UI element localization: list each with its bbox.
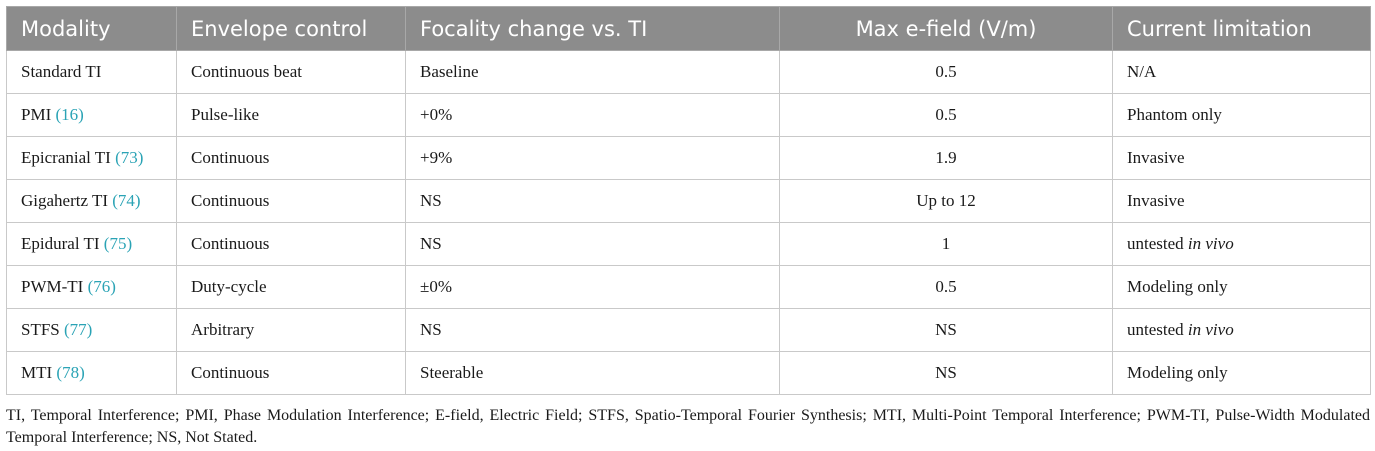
header-focality-change: Focality change vs. TI [405,6,780,51]
cell-current-limitation: untested in vivo [1112,308,1371,352]
table-row: Epicranial TI (73) Continuous +9% 1.9 Invasi… [6,136,1371,180]
limitation-text: Modeling only [1127,277,1228,296]
cell-focality-change: +0% [405,93,780,137]
table-row: MTI (78) Continuous Steerable NS Modeling on… [6,351,1371,395]
cell-envelope-control: Continuous [176,179,406,223]
cell-current-limitation: Modeling only [1112,265,1371,309]
table-footnote: TI, Temporal Interference; PMI, Phase Mo… [6,407,1370,446]
cell-envelope-control: Continuous [176,222,406,266]
table-row: Standard TI Continuous beat Baseline 0.5 N/A [6,50,1371,94]
modality-name: PMI [21,105,52,124]
header-modality: Modality [6,6,177,51]
cell-envelope-control: Continuous [176,136,406,180]
modality-name: STFS [21,320,60,339]
cell-modality: Gigahertz TI (74) [6,179,177,223]
limitation-text: Phantom only [1127,105,1222,124]
limitation-text: N/A [1127,62,1157,81]
reference-link[interactable]: (76) [87,277,116,296]
cell-max-e-field: 0.5 [779,50,1113,94]
cell-envelope-control: Continuous beat [176,50,406,94]
reference-link[interactable]: (73) [115,148,144,167]
reference-link[interactable]: (77) [64,320,93,339]
modality-name: Epicranial TI [21,148,111,167]
cell-envelope-control: Pulse-like [176,93,406,137]
cell-max-e-field: 0.5 [779,265,1113,309]
header-current-limitation: Current limitation [1112,6,1371,51]
cell-focality-change: Baseline [405,50,780,94]
comparison-table: Modality Envelope control Focality chang… [6,6,1371,395]
header-envelope-control: Envelope control [176,6,406,51]
cell-current-limitation: untested in vivo [1112,222,1371,266]
cell-envelope-control: Duty-cycle [176,265,406,309]
cell-current-limitation: Invasive [1112,179,1371,223]
table-row: PWM-TI (76) Duty-cycle ±0% 0.5 Modeling only [6,265,1371,309]
cell-max-e-field: 1 [779,222,1113,266]
reference-link[interactable]: (78) [56,363,85,382]
cell-envelope-control: Arbitrary [176,308,406,352]
cell-focality-change: +9% [405,136,780,180]
cell-current-limitation: N/A [1112,50,1371,94]
cell-max-e-field: NS [779,308,1113,352]
reference-link[interactable]: (16) [55,105,84,124]
modality-name: Gigahertz TI [21,191,109,210]
cell-max-e-field: Up to 12 [779,179,1113,223]
cell-envelope-control: Continuous [176,351,406,395]
header-max-e-field: Max e-field (V/m) [779,6,1113,51]
modality-name: MTI [21,363,53,382]
cell-modality: Epidural TI (75) [6,222,177,266]
table-row: STFS (77) Arbitrary NS NS untested in vivo [6,308,1371,352]
cell-modality: PWM-TI (76) [6,265,177,309]
cell-max-e-field: 0.5 [779,93,1113,137]
limitation-text: Invasive [1127,191,1185,210]
table-row: Epidural TI (75) Continuous NS 1 untested in… [6,222,1371,266]
cell-focality-change: ±0% [405,265,780,309]
cell-focality-change: NS [405,308,780,352]
cell-modality: MTI (78) [6,351,177,395]
cell-focality-change: NS [405,179,780,223]
table-row: PMI (16) Pulse-like +0% 0.5 Phantom only [6,93,1371,137]
table-row: Gigahertz TI (74) Continuous NS Up to 12 Inv… [6,179,1371,223]
table-container: Modality Envelope control Focality chang… [6,6,1371,449]
modality-name: Standard TI [21,62,102,81]
cell-focality-change: NS [405,222,780,266]
limitation-text: Invasive [1127,148,1185,167]
header-row: Modality Envelope control Focality chang… [6,6,1371,51]
limitation-text: untested [1127,234,1184,253]
limitation-text: untested [1127,320,1184,339]
limitation-italic-text: in vivo [1187,320,1234,339]
limitation-text: Modeling only [1127,363,1228,382]
cell-current-limitation: Invasive [1112,136,1371,180]
reference-link[interactable]: (75) [103,234,133,253]
reference-link[interactable]: (74) [112,191,141,210]
cell-focality-change: Steerable [405,351,780,395]
cell-modality: Epicranial TI (73) [6,136,177,180]
cell-modality: STFS (77) [6,308,177,352]
modality-name: PWM-TI [21,277,84,296]
cell-max-e-field: NS [779,351,1113,395]
cell-max-e-field: 1.9 [779,136,1113,180]
cell-modality: PMI (16) [6,93,177,137]
cell-current-limitation: Modeling only [1112,351,1371,395]
cell-current-limitation: Phantom only [1112,93,1371,137]
cell-modality: Standard TI [6,50,177,94]
limitation-italic-text: in vivo [1187,234,1234,253]
modality-name: Epidural TI [21,234,100,253]
